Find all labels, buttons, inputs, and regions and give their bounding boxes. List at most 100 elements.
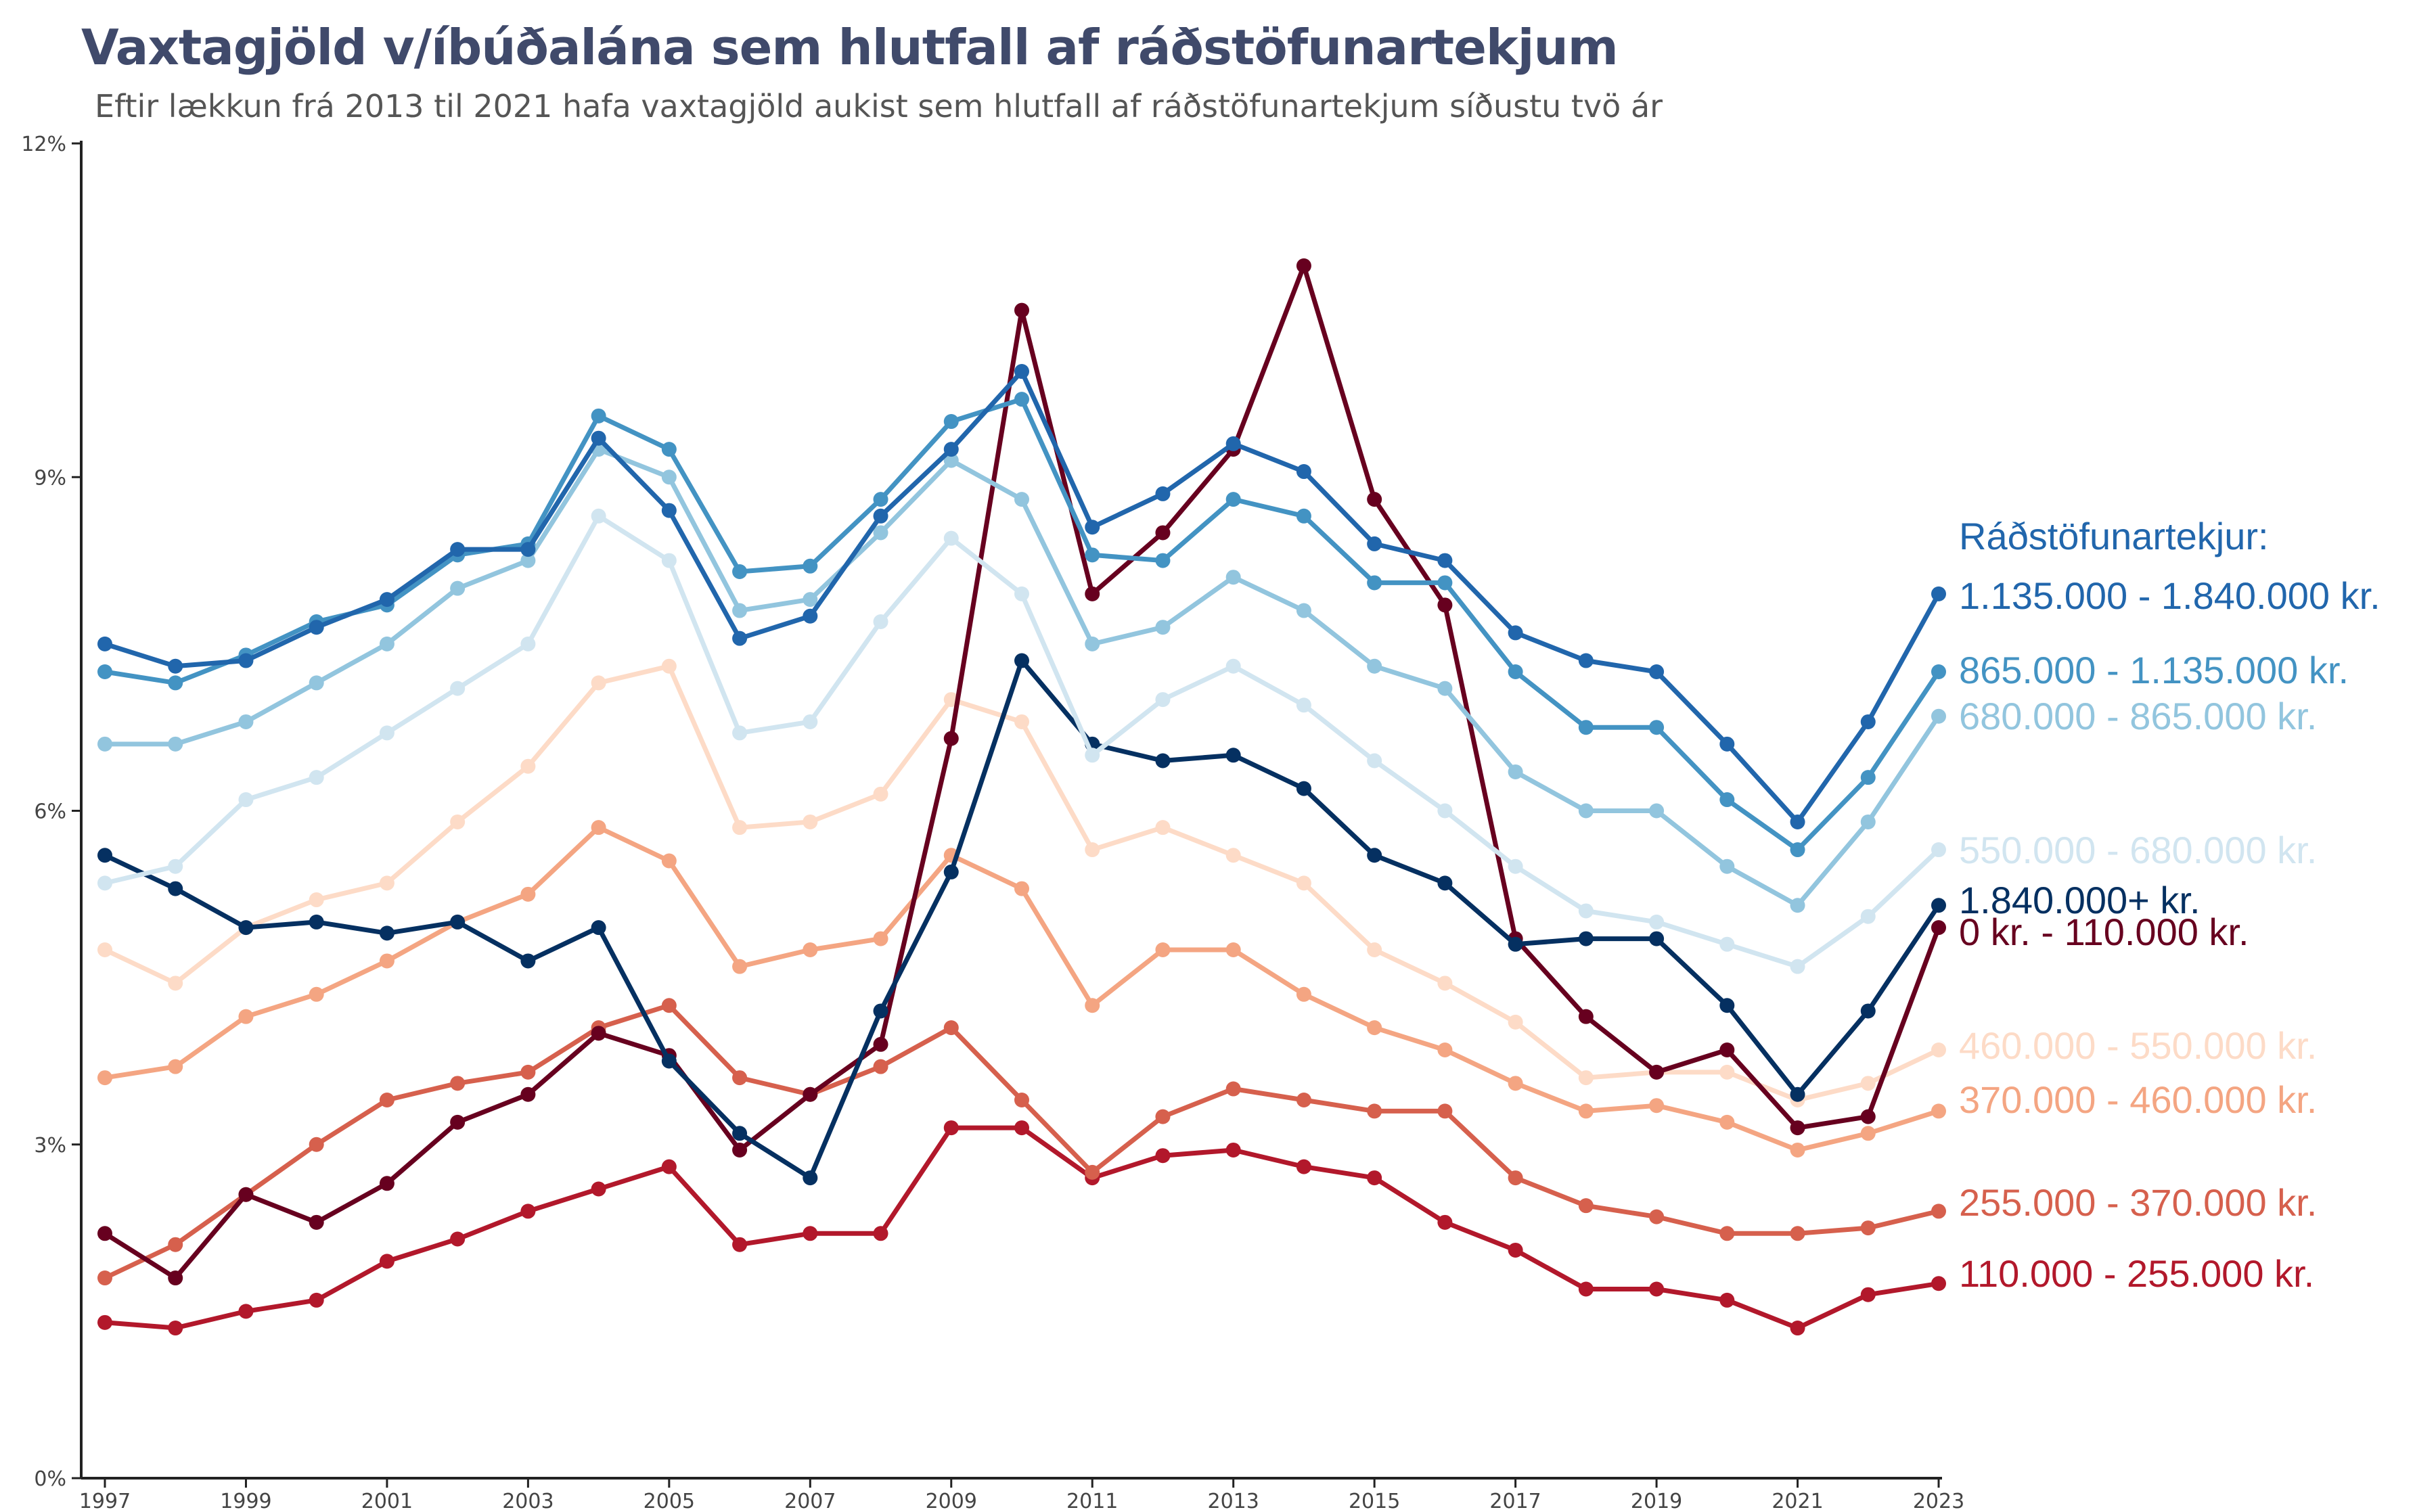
data-point: [1367, 1103, 1382, 1119]
data-point: [1860, 1287, 1876, 1302]
data-point: [1719, 858, 1735, 874]
data-point: [1719, 1064, 1735, 1080]
data-point: [1296, 508, 1311, 524]
data-point: [379, 1176, 394, 1191]
data-point: [803, 814, 818, 829]
y-tick-label: 12%: [21, 133, 66, 156]
data-point: [168, 881, 183, 896]
data-point: [1790, 1086, 1805, 1102]
data-point: [1437, 575, 1453, 591]
data-point: [520, 1204, 536, 1219]
y-tick-label: 9%: [34, 466, 66, 490]
data-point: [661, 469, 677, 485]
data-point: [379, 725, 394, 741]
data-point: [661, 1159, 677, 1174]
data-point: [943, 530, 959, 546]
data-point: [1155, 620, 1171, 635]
data-point: [1225, 570, 1241, 585]
data-point: [1367, 575, 1382, 591]
data-point: [379, 592, 394, 608]
legend-title: Ráðstöfunartekjur:: [1959, 515, 2269, 557]
data-point: [1578, 931, 1594, 946]
data-point: [873, 1036, 888, 1052]
data-point: [1578, 720, 1594, 735]
data-point: [1790, 1120, 1805, 1136]
series-0: [97, 364, 1946, 829]
data-point: [97, 664, 112, 679]
data-point: [1296, 1159, 1311, 1174]
data-point: [1578, 1103, 1594, 1119]
series-1: [97, 392, 1946, 858]
data-point: [97, 636, 112, 651]
data-point: [661, 503, 677, 518]
data-point: [309, 914, 324, 930]
data-point: [873, 786, 888, 802]
data-point: [450, 1231, 466, 1247]
series-end-label: 460.000 - 550.000 kr.: [1959, 1024, 2317, 1067]
data-point: [732, 820, 748, 835]
series-end-label: 255.000 - 370.000 kr.: [1959, 1181, 2317, 1224]
series-end-label: 865.000 - 1.135.000 kr.: [1959, 649, 2349, 691]
data-point: [1860, 814, 1876, 829]
x-tick-label: 1999: [220, 1490, 271, 1512]
data-point: [661, 658, 677, 674]
data-point: [591, 1026, 606, 1041]
data-point: [168, 736, 183, 752]
data-point: [873, 1003, 888, 1019]
data-point: [873, 492, 888, 507]
x-tick-label: 2011: [1066, 1490, 1118, 1512]
data-point: [732, 1237, 748, 1252]
series-end-label: 110.000 - 255.000 kr.: [1959, 1252, 2314, 1295]
x-tick-label: 2001: [361, 1490, 413, 1512]
series-3: [97, 508, 1946, 974]
data-point: [1719, 936, 1735, 952]
data-point: [1085, 998, 1100, 1013]
data-point: [803, 942, 818, 958]
data-point: [1014, 1092, 1029, 1107]
x-tick-label: 2005: [644, 1490, 695, 1512]
data-point: [1155, 1148, 1171, 1164]
data-point: [168, 1321, 183, 1336]
data-point: [1508, 1014, 1523, 1030]
data-point: [309, 770, 324, 785]
data-point: [1860, 1076, 1876, 1091]
data-point: [1296, 603, 1311, 618]
data-point: [97, 736, 112, 752]
data-point: [1860, 1109, 1876, 1124]
data-point: [1578, 1281, 1594, 1297]
data-point: [1155, 820, 1171, 835]
data-point: [1860, 714, 1876, 729]
data-point: [1225, 942, 1241, 958]
data-point: [943, 731, 959, 746]
data-point: [1225, 658, 1241, 674]
data-point: [591, 820, 606, 835]
data-point: [520, 636, 536, 651]
data-point: [1225, 1142, 1241, 1158]
data-point: [1860, 1126, 1876, 1141]
data-point: [1790, 1226, 1805, 1241]
data-point: [1931, 842, 1946, 858]
series-end-label: 370.000 - 460.000 kr.: [1959, 1078, 2317, 1121]
data-point: [1790, 898, 1805, 913]
data-point: [1578, 1070, 1594, 1086]
data-point: [1155, 692, 1171, 708]
data-point: [1719, 998, 1735, 1013]
x-tick-label: 2007: [784, 1490, 836, 1512]
data-point: [1578, 1198, 1594, 1214]
data-point: [1225, 1081, 1241, 1097]
data-point: [450, 1076, 466, 1091]
data-point: [1437, 976, 1453, 991]
data-point: [1367, 1170, 1382, 1186]
series-8: [97, 998, 1946, 1286]
data-point: [1508, 1170, 1523, 1186]
data-point: [803, 608, 818, 624]
data-point: [943, 864, 959, 879]
data-point: [450, 1114, 466, 1130]
data-point: [309, 1137, 324, 1152]
data-point: [1155, 1109, 1171, 1124]
data-point: [1860, 909, 1876, 924]
data-point: [450, 542, 466, 557]
data-point: [1437, 597, 1453, 613]
data-point: [1367, 658, 1382, 674]
data-point: [309, 675, 324, 691]
